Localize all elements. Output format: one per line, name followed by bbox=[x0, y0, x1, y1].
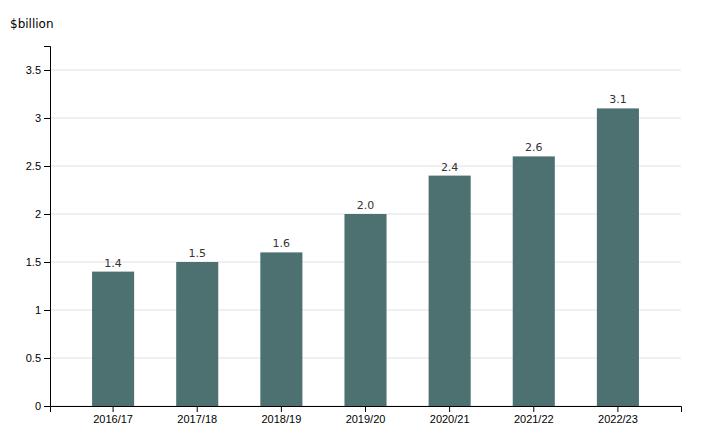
data-label: 2.4 bbox=[441, 161, 459, 174]
x-tick-mark bbox=[281, 406, 282, 412]
y-tick-mark bbox=[44, 310, 50, 311]
grid bbox=[50, 70, 681, 406]
y-axis-line bbox=[44, 47, 51, 407]
y-tick-label: 2.5 bbox=[26, 160, 41, 172]
y-tick-label: 2 bbox=[35, 208, 41, 220]
x-tick-mark bbox=[365, 406, 366, 412]
y-tick: 3 bbox=[35, 112, 50, 124]
x-axis-line bbox=[51, 407, 682, 413]
bar bbox=[92, 272, 134, 406]
y-tick-mark bbox=[44, 406, 50, 407]
y-tick: 2 bbox=[35, 208, 50, 220]
y-tick-mark bbox=[44, 358, 50, 359]
y-tick: 1 bbox=[35, 304, 50, 316]
y-axis-title: $billion bbox=[10, 17, 54, 31]
bar bbox=[176, 262, 218, 406]
data-label: 2.0 bbox=[357, 199, 375, 212]
bar bbox=[513, 156, 555, 406]
bar bbox=[344, 214, 386, 406]
data-label: 1.5 bbox=[188, 247, 206, 260]
y-tick-mark bbox=[44, 262, 50, 263]
grid-line bbox=[50, 118, 681, 119]
x-tick-label: 2016/17 bbox=[93, 413, 133, 425]
y-tick: 3.5 bbox=[26, 64, 50, 76]
x-tick: 2021/22 bbox=[514, 406, 554, 425]
bar bbox=[597, 108, 639, 406]
y-tick-label: 0 bbox=[35, 400, 41, 412]
x-tick: 2020/21 bbox=[430, 406, 470, 425]
x-tick-mark bbox=[617, 406, 618, 412]
y-tick: 2.5 bbox=[26, 160, 50, 172]
bar bbox=[260, 252, 302, 406]
x-tick-mark bbox=[197, 406, 198, 412]
y-axis: 0 0.5 1 1.5 2 2.5 3 3.5 bbox=[26, 47, 51, 413]
x-tick: 2019/20 bbox=[346, 406, 386, 425]
y-tick-mark bbox=[44, 166, 50, 167]
x-tick: 2018/19 bbox=[261, 406, 301, 425]
grid-line bbox=[50, 166, 681, 167]
bars bbox=[92, 108, 639, 406]
x-tick: 2016/17 bbox=[93, 406, 133, 425]
y-tick-mark bbox=[44, 70, 50, 71]
x-tick-label: 2021/22 bbox=[514, 413, 554, 425]
y-tick-label: 0.5 bbox=[26, 352, 41, 364]
y-tick-mark bbox=[44, 214, 50, 215]
y-tick-label: 3 bbox=[35, 112, 41, 124]
x-tick-label: 2020/21 bbox=[430, 413, 470, 425]
x-tick-mark bbox=[113, 406, 114, 412]
y-tick-mark bbox=[44, 118, 50, 119]
x-tick-mark bbox=[449, 406, 450, 412]
x-tick-label: 2019/20 bbox=[346, 413, 386, 425]
x-tick: 2022/23 bbox=[598, 406, 638, 425]
x-tick-mark bbox=[533, 406, 534, 412]
data-label: 2.6 bbox=[525, 141, 543, 154]
data-label: 3.1 bbox=[609, 93, 627, 106]
x-tick-label: 2022/23 bbox=[598, 413, 638, 425]
x-tick-label: 2017/18 bbox=[177, 413, 217, 425]
x-axis: 2016/17 2017/18 2018/19 2019/20 2020/21 2021/… bbox=[51, 406, 682, 425]
data-labels: 1.4 1.5 1.6 2.0 2.4 2.6 3.1 bbox=[104, 93, 626, 269]
y-tick: 0 bbox=[35, 400, 50, 412]
x-tick: 2017/18 bbox=[177, 406, 217, 425]
y-tick: 0.5 bbox=[26, 352, 50, 364]
plot: 00.511.522.533.52016/172017/182018/19201… bbox=[26, 47, 682, 425]
grid-line bbox=[50, 70, 681, 71]
y-tick-label: 1.5 bbox=[26, 256, 41, 268]
bar bbox=[429, 176, 471, 406]
y-tick: 1.5 bbox=[26, 256, 50, 268]
data-label: 1.4 bbox=[104, 257, 122, 270]
x-tick-label: 2018/19 bbox=[261, 413, 301, 425]
y-tick-label: 3.5 bbox=[26, 64, 41, 76]
y-tick-label: 1 bbox=[35, 304, 41, 316]
chart: 00.511.522.533.52016/172017/182018/19201… bbox=[0, 0, 701, 446]
data-label: 1.6 bbox=[273, 237, 291, 250]
